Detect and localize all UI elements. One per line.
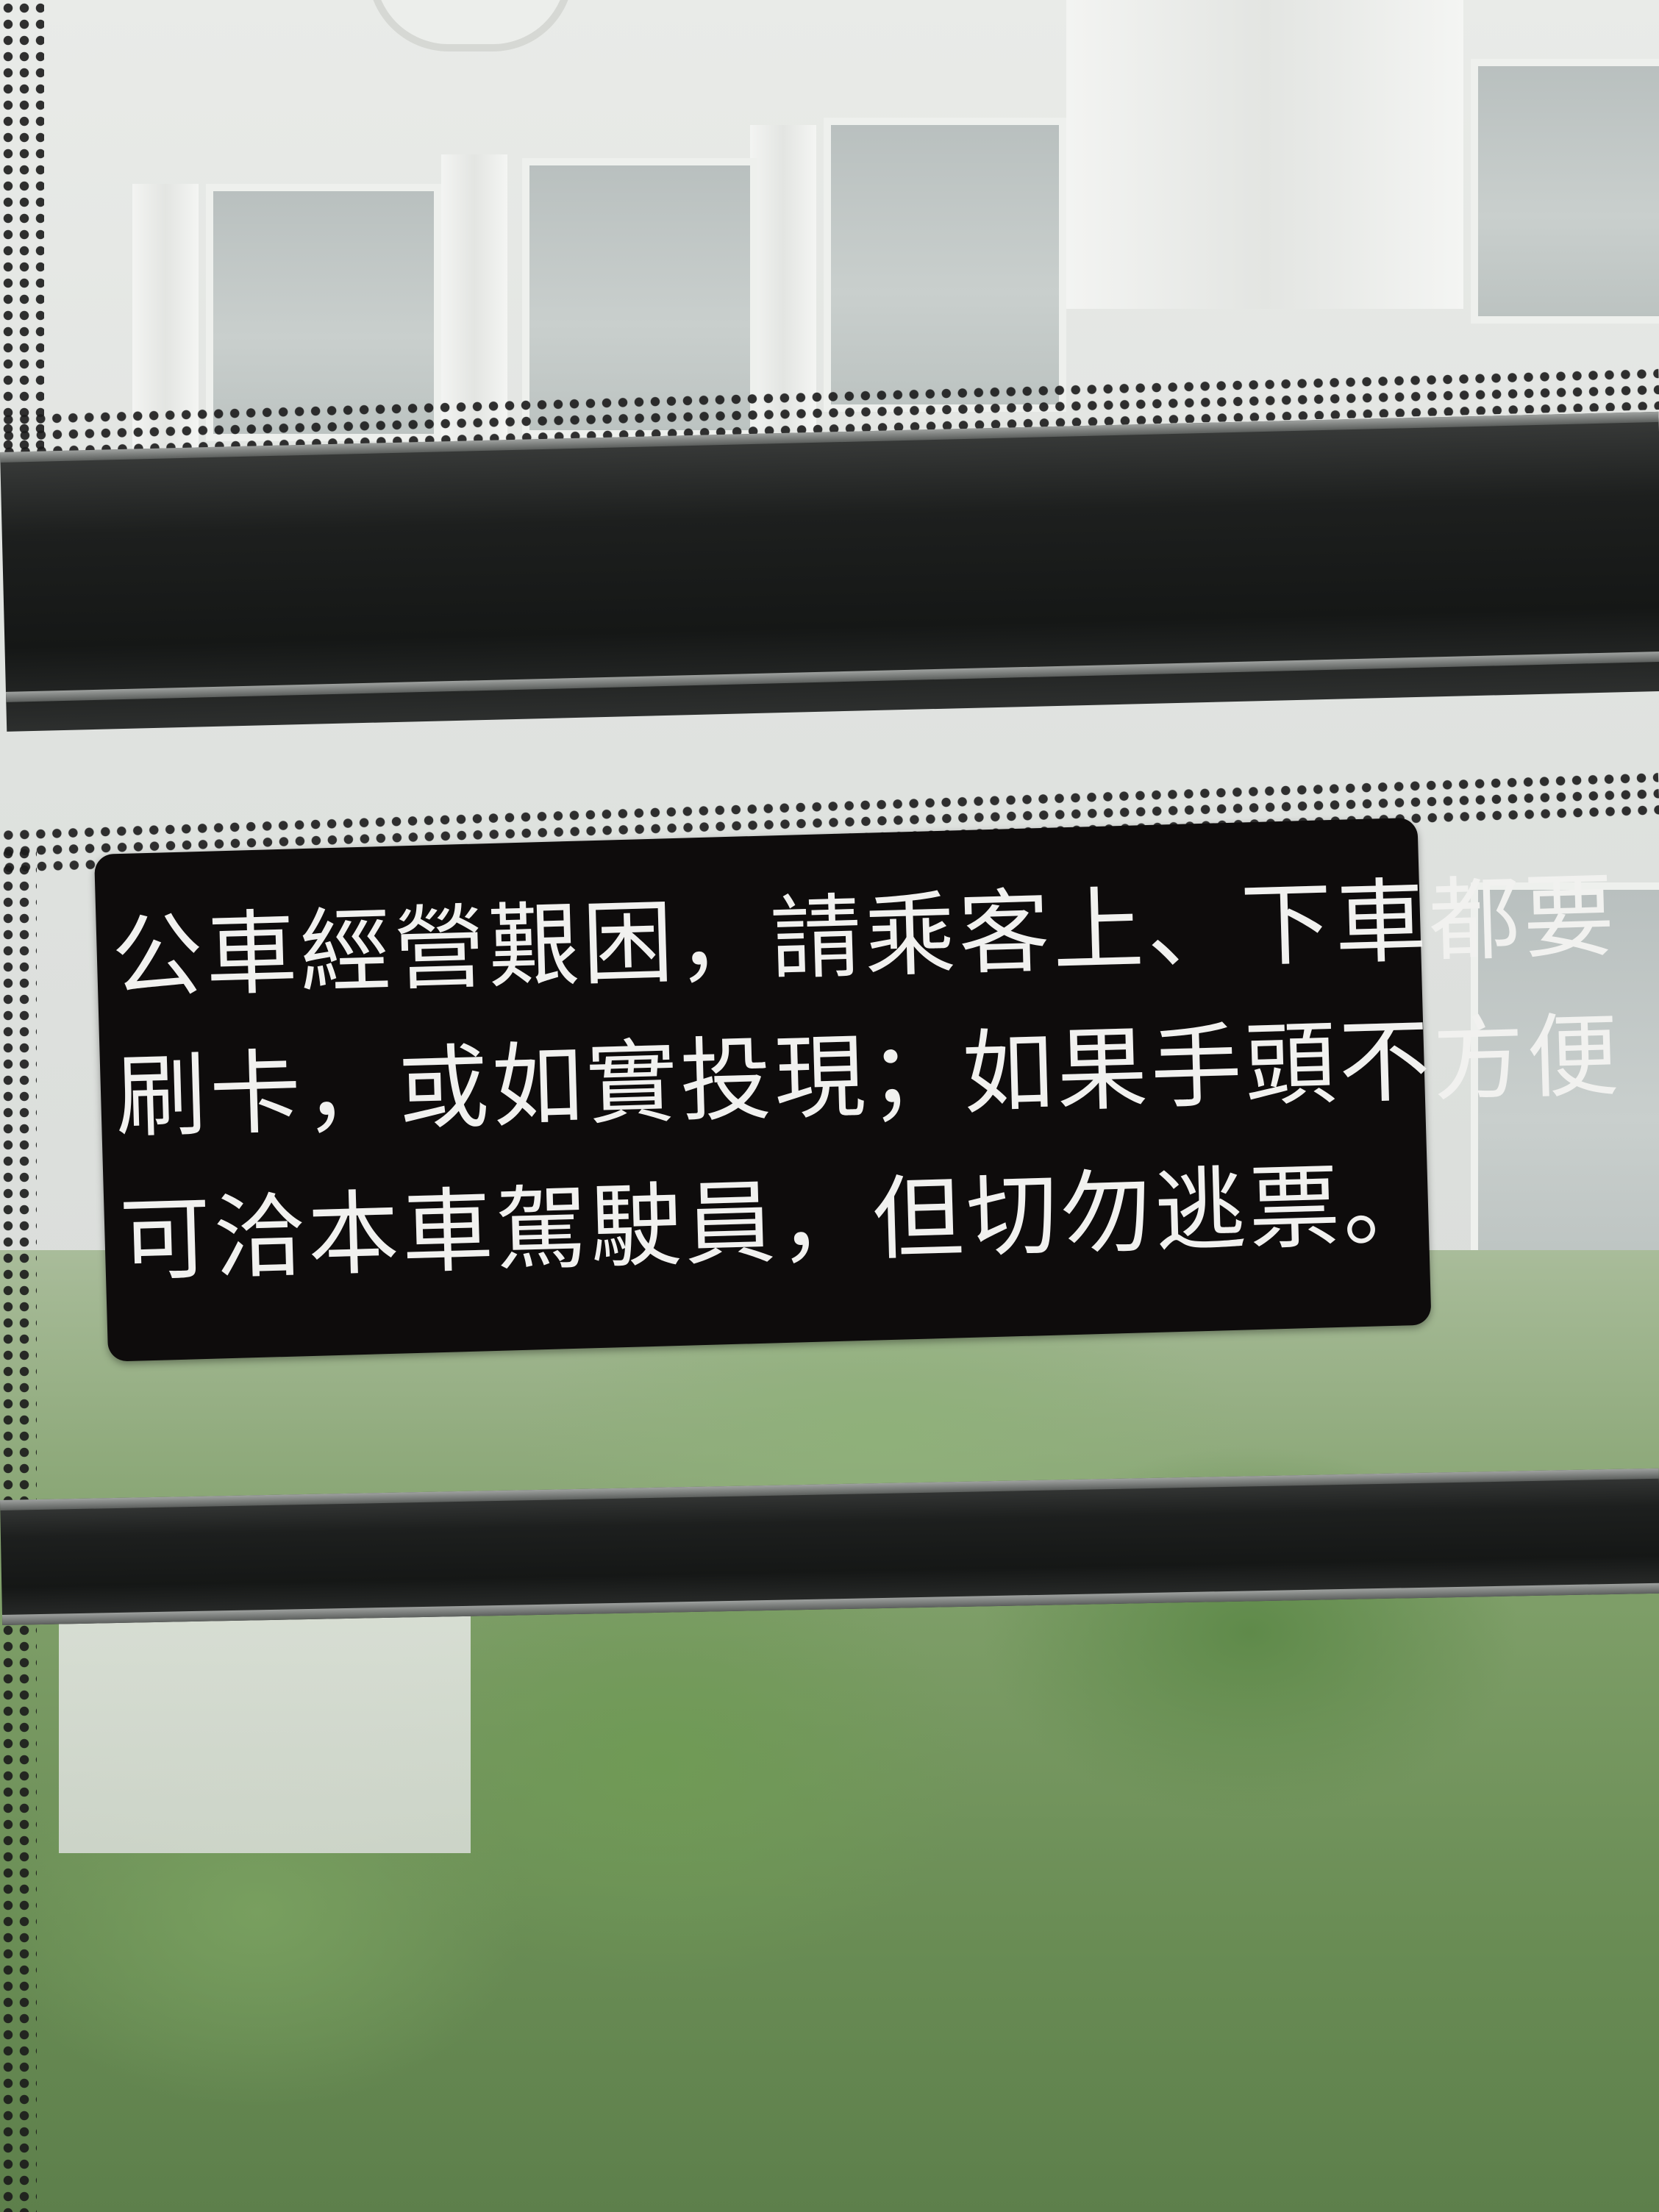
building-fluted-column	[1066, 0, 1463, 309]
notice-line-2: 刷卡，或如實投現；如果手頭不方便	[114, 1003, 1623, 1152]
building-window	[522, 158, 757, 438]
building-wall-through-trees	[59, 1610, 471, 1853]
notice-line-3: 可洽本車駕駛員，但切勿逃票。	[118, 1152, 1439, 1295]
building-ornament	[368, 0, 574, 51]
building-window	[824, 118, 1066, 412]
window-frame-upper	[0, 411, 1659, 732]
building-window	[1471, 882, 1659, 1280]
building-window	[1471, 59, 1659, 324]
fare-notice-sticker: 公車經營艱困，請乘客上、下車都要 刷卡，或如實投現；如果手頭不方便 可洽本車駕駛…	[94, 817, 1622, 1362]
notice-line-1: 公車經營艱困，請乘客上、下車都要	[110, 863, 1619, 1012]
glass-frit-dots	[0, 0, 44, 456]
